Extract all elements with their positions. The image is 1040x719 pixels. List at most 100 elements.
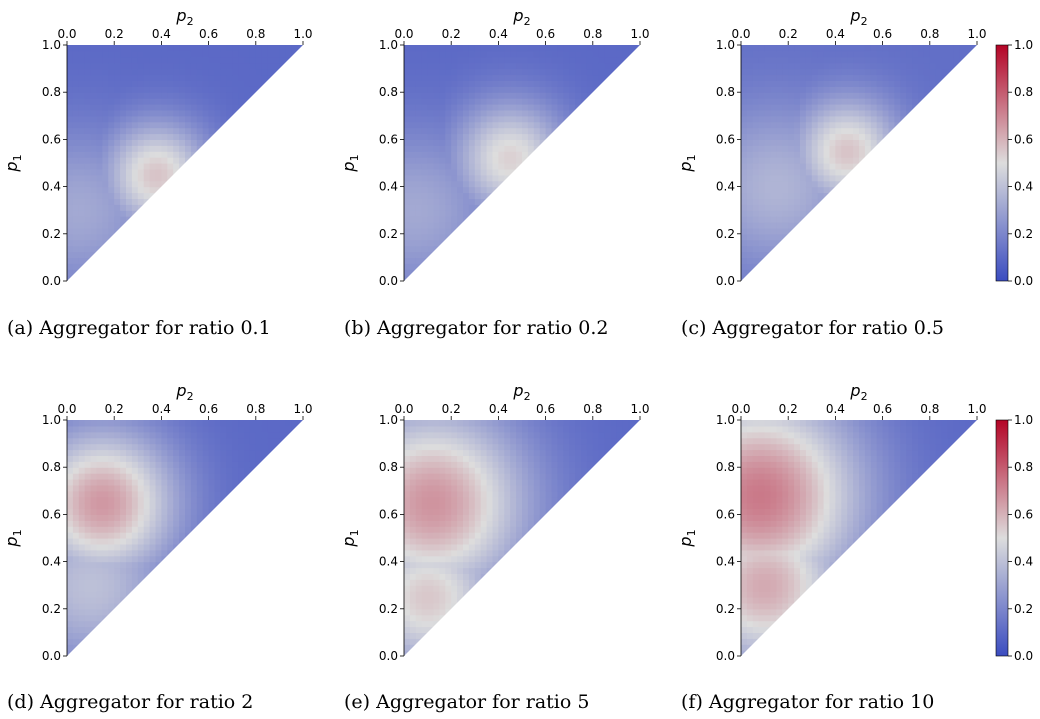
heatmap-cell	[78, 62, 86, 70]
heatmap-cell	[232, 479, 239, 486]
heatmap-cell	[149, 163, 157, 170]
heatmap-cell	[498, 425, 505, 433]
heatmap-cell	[202, 80, 210, 87]
heatmap-cell	[433, 597, 440, 604]
heatmap-cell	[427, 109, 435, 117]
heatmap-cell	[788, 549, 795, 557]
y-tick-label: 0.6	[379, 507, 398, 521]
heatmap-cell	[427, 520, 435, 527]
heatmap-cell	[764, 104, 772, 111]
heatmap-cell	[592, 431, 600, 439]
heatmap-cell	[770, 139, 777, 146]
heatmap-cell	[504, 520, 511, 527]
heatmap-cell	[800, 210, 807, 217]
heatmap-cell	[451, 74, 458, 81]
heatmap-cell	[114, 68, 121, 76]
heatmap-cell	[770, 461, 777, 468]
heatmap-cell	[244, 437, 251, 445]
heatmap-cell	[96, 56, 103, 64]
heatmap-cell	[823, 496, 831, 504]
heatmap-cell	[569, 92, 576, 99]
heatmap-cell	[770, 115, 777, 123]
heatmap-cell	[788, 56, 795, 64]
heatmap-cell	[474, 192, 482, 199]
heatmap-cell	[551, 68, 558, 76]
heatmap-cell	[516, 473, 523, 480]
heatmap-cell	[421, 227, 429, 235]
heatmap-cell	[427, 614, 435, 622]
heatmap-cell	[102, 561, 109, 569]
heatmap-cell	[84, 251, 92, 258]
heatmap-cell	[468, 473, 476, 480]
heatmap-cell	[155, 62, 162, 70]
heatmap-cell	[770, 591, 777, 598]
heatmap-cell	[445, 192, 452, 199]
heatmap-cell	[800, 449, 807, 456]
heatmap-cell	[533, 115, 541, 123]
heatmap-cell	[569, 98, 576, 105]
heatmap-cell	[404, 425, 411, 433]
heatmap-cell	[421, 555, 429, 563]
heatmap-cell	[90, 145, 98, 152]
heatmap-cell	[504, 455, 511, 462]
heatmap-cell	[510, 127, 517, 135]
heatmap-cell	[185, 437, 192, 445]
heatmap-cell	[457, 443, 464, 451]
heatmap-cell	[794, 127, 801, 135]
heatmap-cell	[486, 133, 494, 140]
heatmap-cell	[545, 74, 553, 81]
heatmap-cell	[604, 437, 612, 445]
heatmap-cell	[847, 92, 854, 99]
heatmap-cell	[823, 484, 831, 492]
heatmap-cell	[533, 443, 541, 451]
heatmap-cell	[776, 538, 783, 545]
heatmap-cell	[202, 104, 210, 111]
heatmap-cell	[533, 121, 541, 129]
heatmap-cell	[439, 597, 446, 604]
heatmap-cell	[800, 543, 807, 551]
heatmap-cell	[190, 437, 198, 445]
heatmap-cell	[752, 239, 760, 247]
heatmap-cell	[468, 139, 476, 146]
heatmap-cell	[829, 467, 836, 474]
heatmap-cell	[527, 139, 535, 146]
heatmap-cell	[96, 68, 103, 76]
heatmap-cell	[179, 127, 186, 135]
heatmap-cell	[120, 133, 127, 140]
heatmap-cell	[539, 425, 547, 433]
heatmap-cell	[770, 127, 777, 135]
heatmap-cell	[923, 80, 931, 87]
heatmap-cell	[794, 92, 801, 99]
heatmap-cell	[782, 514, 789, 521]
heatmap-cell	[131, 484, 139, 492]
heatmap-cell	[492, 80, 499, 87]
heatmap-cell	[427, 216, 435, 223]
heatmap-cell	[764, 62, 772, 70]
heatmap-cell	[498, 50, 505, 58]
heatmap-cell	[409, 263, 417, 270]
heatmap-cell	[404, 45, 411, 52]
heatmap-cell	[533, 455, 541, 462]
heatmap-cell	[758, 210, 766, 217]
heatmap-cell	[67, 151, 74, 158]
heatmap-cell	[516, 45, 523, 52]
heatmap-cell	[758, 461, 766, 468]
heatmap-cell	[108, 526, 115, 533]
heatmap-cell	[463, 573, 470, 580]
heatmap-cell	[575, 92, 582, 99]
heatmap-cell	[522, 461, 529, 468]
heatmap-cell	[173, 45, 180, 52]
heatmap-cell	[800, 50, 807, 58]
heatmap-cell	[847, 74, 854, 81]
heatmap-cell	[770, 597, 777, 604]
heatmap-cell	[835, 168, 842, 176]
heatmap-cell	[126, 139, 133, 146]
heatmap-cell	[96, 210, 103, 217]
heatmap-cell	[918, 50, 925, 58]
heatmap-cell	[126, 473, 133, 480]
heatmap-cell	[445, 538, 452, 545]
heatmap-cell	[404, 479, 411, 486]
heatmap-cell	[551, 449, 558, 456]
heatmap-cell	[741, 263, 748, 270]
heatmap-cell	[102, 50, 109, 58]
